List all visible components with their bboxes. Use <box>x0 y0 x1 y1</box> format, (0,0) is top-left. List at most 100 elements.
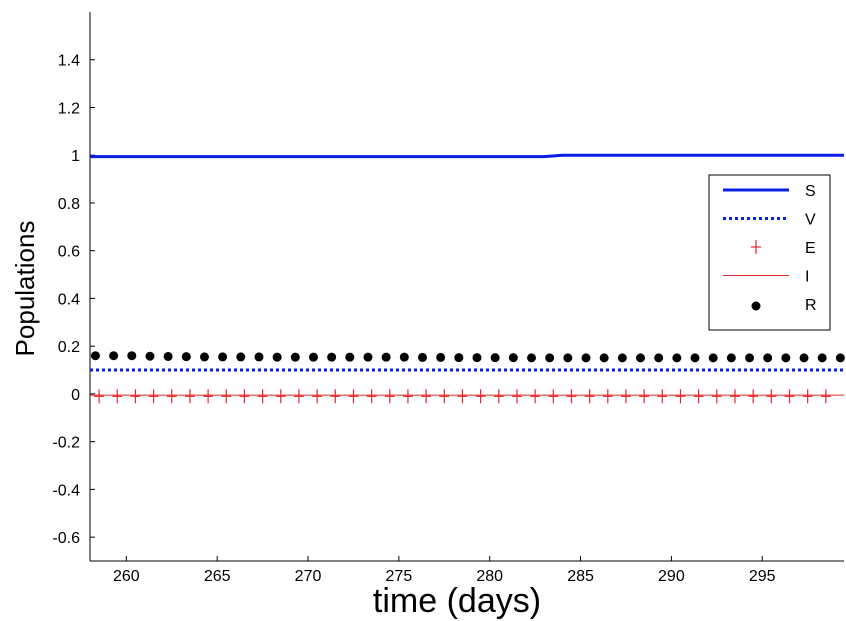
series-e-point <box>511 389 522 404</box>
series-r-point <box>381 352 391 362</box>
series-e-point <box>620 389 631 404</box>
series-r-point <box>799 353 809 363</box>
series-e-point <box>275 389 286 404</box>
legend-item-s: S <box>723 183 816 200</box>
series-e-point <box>402 389 413 404</box>
series-e-point <box>130 389 141 404</box>
y-tick-label: 1.4 <box>58 53 80 70</box>
legend-swatch <box>751 301 761 311</box>
y-tick-label: -0.2 <box>52 435 80 452</box>
series-r-point <box>636 353 646 363</box>
legend-item-v: V <box>723 212 816 229</box>
y-axis-title: Populations <box>10 221 40 357</box>
series-r-point <box>199 352 209 362</box>
series-r-point <box>345 352 355 362</box>
series-e-point <box>493 389 504 404</box>
y-tick-label: 0.2 <box>58 339 80 356</box>
series-r-point <box>163 351 173 361</box>
series-r-point <box>563 353 573 363</box>
series-r-point <box>399 352 409 362</box>
series-r-point <box>672 353 682 363</box>
series-e-point <box>184 389 195 404</box>
y-tick-label: 0.4 <box>58 291 80 308</box>
legend-swatch <box>751 240 761 254</box>
series-e-point <box>293 389 304 404</box>
series-r-point <box>308 352 318 362</box>
y-tick-label: -0.6 <box>52 530 80 547</box>
x-tick-label: 280 <box>476 568 503 585</box>
y-tick-label: 1.2 <box>58 100 80 117</box>
series-e-point <box>729 389 740 404</box>
series-s <box>90 153 844 159</box>
x-tick-label: 285 <box>567 568 594 585</box>
series-e-point <box>384 389 395 404</box>
series-e-point <box>784 389 795 404</box>
series-r-point <box>690 353 700 363</box>
series-e-point <box>693 389 704 404</box>
series-r-point <box>127 351 137 361</box>
legend-label: V <box>805 212 816 229</box>
series-e-point <box>602 389 613 404</box>
series-r <box>90 351 845 363</box>
series-e-point <box>748 389 759 404</box>
y-tick-label: 0 <box>71 387 80 404</box>
legend-item-r: R <box>751 297 817 314</box>
x-tick-label: 270 <box>295 568 322 585</box>
series-e-point <box>257 389 268 404</box>
series-e-point <box>221 389 232 404</box>
series-r-point <box>417 352 427 362</box>
series-e-point <box>711 389 722 404</box>
series-e-point <box>112 389 123 404</box>
x-axis-title: time (days) <box>373 582 541 620</box>
series-r-point <box>599 353 609 363</box>
x-tick-label: 290 <box>658 568 685 585</box>
series-r-point <box>781 353 791 363</box>
x-tick-label: 295 <box>749 568 776 585</box>
series-r-point <box>817 353 827 363</box>
series-r-point <box>90 351 100 361</box>
series-e-point <box>330 389 341 404</box>
series-r-point <box>490 353 500 363</box>
series-e-point <box>802 389 813 404</box>
series-r-point <box>290 352 300 362</box>
legend-label: I <box>805 269 809 286</box>
series-s-line <box>90 153 844 159</box>
plot-series <box>90 153 845 404</box>
series-e-point <box>239 389 250 404</box>
series-r-point <box>526 353 536 363</box>
axes: -0.6 -0.4 -0.2 0 0.2 0.4 0.6 0.8 1 1.2 1.4 260 265 27… <box>52 12 844 585</box>
series-e-point <box>203 389 214 404</box>
series-r-point <box>835 353 845 363</box>
series-e-point <box>312 389 323 404</box>
series-e-point <box>348 389 359 404</box>
series-r-point <box>363 352 373 362</box>
legend-label: E <box>805 240 816 257</box>
y-tick-label: 1 <box>71 148 80 165</box>
series-r-point <box>763 353 773 363</box>
x-tick-label: 265 <box>204 568 231 585</box>
series-r-point <box>745 353 755 363</box>
legend-label: S <box>805 183 816 200</box>
series-e-point <box>548 389 559 404</box>
series-e-point <box>530 389 541 404</box>
series-r-point <box>454 353 464 363</box>
series-e-point <box>475 389 486 404</box>
x-tick-label: 260 <box>113 568 140 585</box>
series-r-point <box>708 353 718 363</box>
series-e-point <box>166 389 177 404</box>
legend-label: R <box>805 297 817 314</box>
series-r-point <box>145 351 155 361</box>
series-r-point <box>726 353 736 363</box>
series-e-point <box>675 389 686 404</box>
y-tick-label: 0.6 <box>58 244 80 261</box>
series-e-point <box>366 389 377 404</box>
series-e-point <box>820 389 831 404</box>
series-e-point <box>439 389 450 404</box>
series-r-point <box>617 353 627 363</box>
series-e-point <box>457 389 468 404</box>
series-r-point <box>327 352 337 362</box>
series-e-point <box>584 389 595 404</box>
series-e-point <box>566 389 577 404</box>
legend-item-i: I <box>723 269 809 286</box>
